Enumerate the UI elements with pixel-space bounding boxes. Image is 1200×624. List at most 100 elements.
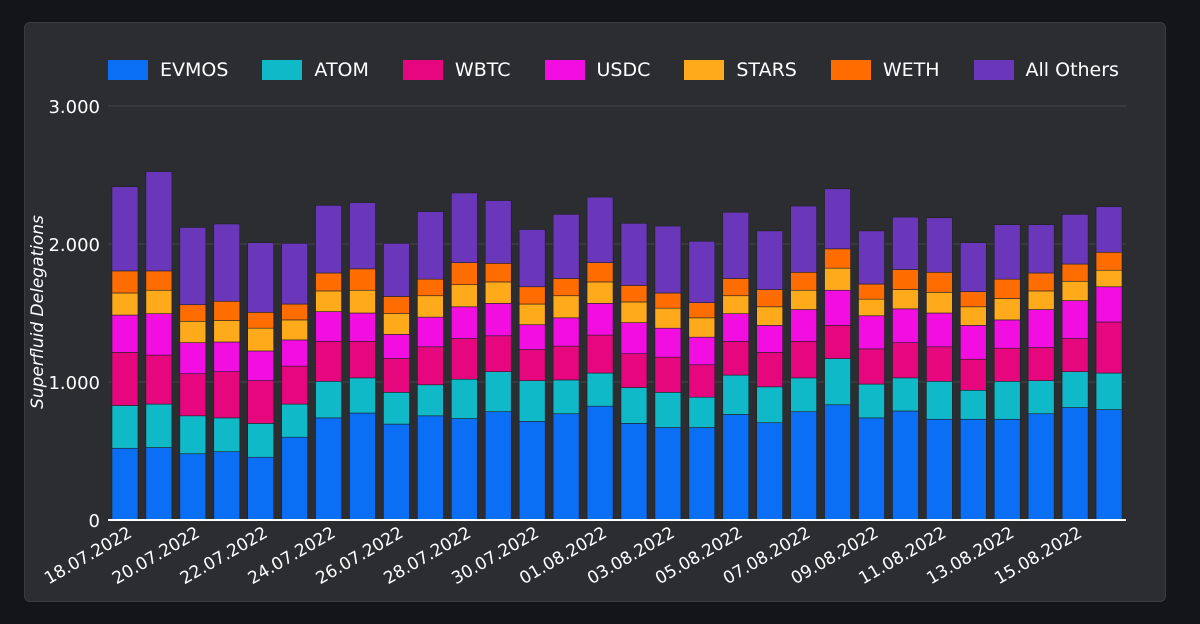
legend-swatch <box>402 60 443 80</box>
bar-segment-wbtc <box>281 365 308 405</box>
bar-segment-all-others <box>1027 224 1055 274</box>
bar-segment-usdc <box>790 309 817 342</box>
bar-segment-stars <box>1095 269 1123 288</box>
bar-segment-stars <box>179 320 207 343</box>
bar-segment-atom <box>892 377 919 412</box>
legend-label: STARS <box>736 59 797 81</box>
bar-segment-usdc <box>145 313 173 356</box>
bar-segment-weth <box>213 300 241 321</box>
bar-segment-usdc <box>383 334 410 359</box>
bar-segment-wbtc <box>688 364 716 398</box>
legend-item-stars[interactable]: STARS <box>684 59 797 81</box>
bar-segment-atom <box>824 358 851 406</box>
bar-segment-usdc <box>1061 300 1089 339</box>
bar-segment-atom <box>552 379 580 415</box>
bar-segment-stars <box>722 295 750 314</box>
bar-segment-wbtc <box>993 347 1021 382</box>
legend-item-all-others[interactable]: All Others <box>973 59 1119 81</box>
bar-segment-weth <box>959 291 987 308</box>
bar-segment-evmos <box>892 410 919 521</box>
bar-segment-usdc <box>858 315 885 350</box>
bar-segment-usdc <box>926 312 953 348</box>
legend-item-wbtc[interactable]: WBTC <box>402 59 511 81</box>
bar-segment-atom <box>756 386 784 424</box>
bar-segment-all-others <box>349 202 376 270</box>
legend-item-atom[interactable]: ATOM <box>262 59 369 81</box>
bar-segment-evmos <box>145 447 173 521</box>
bar-segment-stars <box>383 313 410 335</box>
bar-segment-evmos <box>281 436 308 521</box>
bar-segment-stars <box>586 281 614 304</box>
bar-segment-stars <box>450 284 478 308</box>
bar-segment-usdc <box>756 325 784 353</box>
bar-segment-atom <box>484 371 512 412</box>
bar-segment-evmos <box>213 451 241 521</box>
bar-segment-evmos <box>586 405 614 521</box>
bar-segment-all-others <box>518 229 546 288</box>
bar-segment-all-others <box>688 240 716 303</box>
bar-segment-wbtc <box>247 380 274 424</box>
bar-segment-wbtc <box>417 346 444 386</box>
bar-segment-weth <box>1061 263 1089 282</box>
bar-segment-usdc <box>654 327 682 358</box>
bar-segment-stars <box>417 295 444 318</box>
bar-segment-wbtc <box>518 349 546 381</box>
bar-segment-weth <box>417 278 444 297</box>
bar-segment-atom <box>111 405 139 449</box>
bar-segment-evmos <box>111 447 139 521</box>
bar-segment-wbtc <box>552 345 580 381</box>
bar-segment-evmos <box>450 418 478 521</box>
legend-item-usdc[interactable]: USDC <box>544 59 650 81</box>
bar-segment-stars <box>281 319 308 341</box>
bar-segment-wbtc <box>620 353 648 388</box>
bar-segment-wbtc <box>383 358 410 393</box>
bar-segment-stars <box>1061 280 1089 301</box>
bar-segment-evmos <box>247 456 274 521</box>
legend-item-weth[interactable]: WETH <box>830 59 940 81</box>
bar-segment-all-others <box>450 192 478 263</box>
bar-segment-wbtc <box>926 346 953 382</box>
bar-segment-evmos <box>756 422 784 521</box>
bar-segment-usdc <box>349 312 376 342</box>
legend-item-evmos[interactable]: EVMOS <box>108 59 228 81</box>
bar-segment-usdc <box>450 306 478 339</box>
bar-segment-usdc <box>247 350 274 381</box>
bar-segment-atom <box>586 372 614 407</box>
bar-segment-atom <box>722 374 750 415</box>
bar-segment-atom <box>993 381 1021 420</box>
y-tick-label: 1.000 <box>48 373 100 394</box>
bar-segment-all-others <box>993 224 1021 280</box>
bar-segment-atom <box>213 417 241 452</box>
bar-segment-usdc <box>586 303 614 336</box>
bar-segment-stars <box>654 307 682 329</box>
bar-segment-wbtc <box>315 340 342 382</box>
bar-segment-all-others <box>620 223 648 286</box>
bar-segment-wbtc <box>790 340 817 379</box>
bar-segment-usdc <box>993 319 1021 349</box>
bar-segment-evmos <box>926 418 953 521</box>
bar-segment-all-others <box>383 243 410 297</box>
bar-segment-all-others <box>756 230 784 290</box>
bar-segment-wbtc <box>213 371 241 419</box>
bar-segment-wbtc <box>484 335 512 372</box>
bar-segment-all-others <box>858 230 885 285</box>
bar-segment-atom <box>145 403 173 448</box>
bar-segment-usdc <box>1027 309 1055 348</box>
bar-segment-weth <box>145 270 173 291</box>
bar-segment-usdc <box>417 316 444 348</box>
bar-segment-all-others <box>586 196 614 263</box>
bar-segment-all-others <box>892 216 919 270</box>
bar-segment-weth <box>484 263 512 283</box>
bar-segment-weth <box>892 269 919 290</box>
bar-segment-wbtc <box>179 373 207 417</box>
bar-segment-weth <box>247 312 274 329</box>
bar-segment-wbtc <box>654 356 682 393</box>
bar-segment-wbtc <box>858 348 885 385</box>
bar-segment-all-others <box>654 225 682 294</box>
bar-segment-weth <box>722 278 750 297</box>
bar-segment-atom <box>790 377 817 412</box>
bar-segment-atom <box>959 389 987 420</box>
bar-segment-atom <box>383 392 410 425</box>
bar-segment-stars <box>247 327 274 352</box>
